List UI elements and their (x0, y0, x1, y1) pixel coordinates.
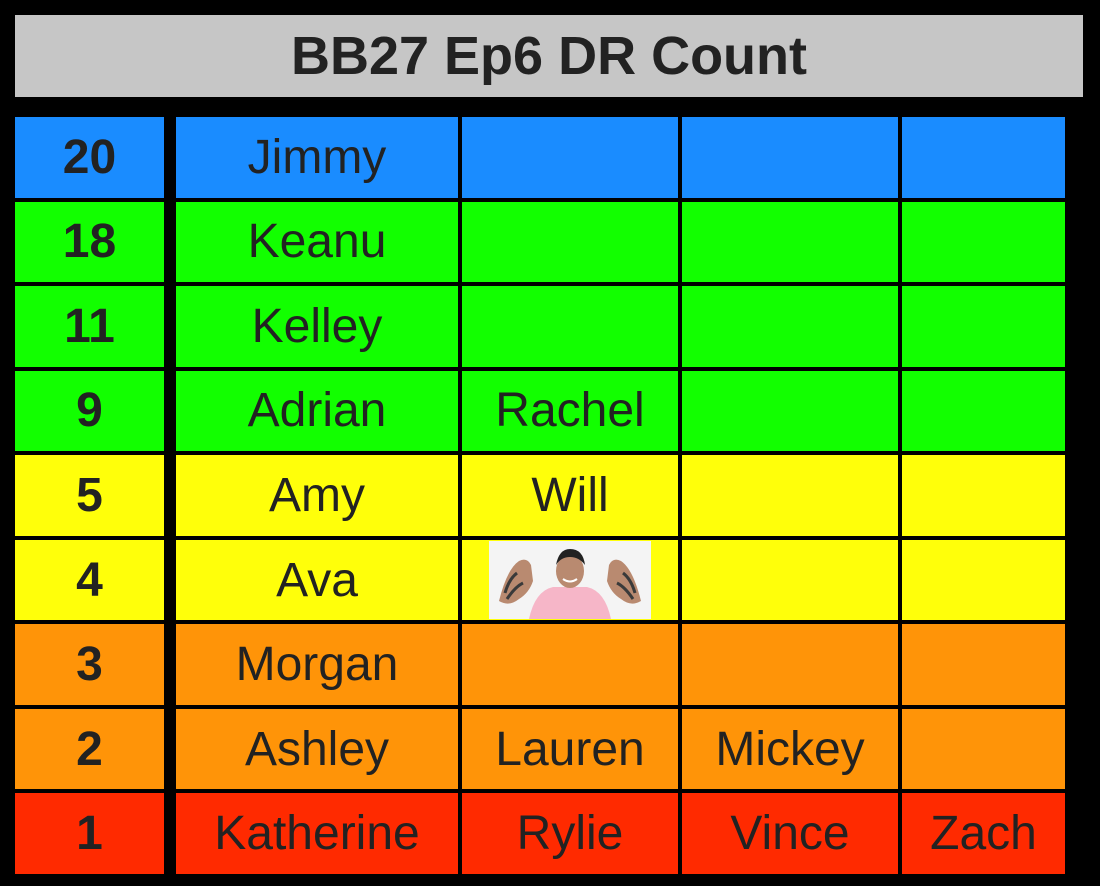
houseguest-name: Rylie (460, 793, 680, 874)
row-count: 11 (15, 286, 170, 367)
houseguest-name (460, 286, 680, 367)
houseguest-name (900, 624, 1065, 705)
houseguest-name (900, 117, 1065, 198)
houseguest-name: Vince (680, 793, 900, 874)
houseguest-name: Keanu (170, 201, 460, 283)
houseguest-photo (489, 541, 651, 620)
row-count: 20 (15, 117, 170, 198)
houseguest-name: Kelley (170, 286, 460, 367)
houseguest-name (460, 624, 680, 705)
houseguest-name: Ashley (170, 708, 460, 790)
houseguest-photo-cell (460, 539, 680, 621)
houseguest-name (900, 286, 1065, 367)
houseguest-name (680, 624, 900, 705)
houseguest-name (680, 201, 900, 283)
houseguest-name: Mickey (680, 708, 900, 790)
houseguest-name (900, 539, 1065, 621)
houseguest-name (460, 201, 680, 283)
houseguest-name: Amy (170, 455, 460, 536)
houseguest-name (900, 708, 1065, 790)
houseguest-name (900, 201, 1065, 283)
houseguest-name: Zach (900, 793, 1065, 874)
houseguest-name (680, 455, 900, 536)
houseguest-name: Katherine (170, 793, 460, 874)
houseguest-name (460, 117, 680, 198)
row-count: 1 (15, 793, 170, 874)
row-count: 4 (15, 539, 170, 621)
row-count: 9 (15, 370, 170, 452)
houseguest-name (900, 455, 1065, 536)
houseguest-name (680, 539, 900, 621)
page-title: BB27 Ep6 DR Count (15, 15, 1083, 97)
row-count: 18 (15, 201, 170, 283)
houseguest-name: Adrian (170, 370, 460, 452)
row-count: 2 (15, 708, 170, 790)
row-count: 5 (15, 455, 170, 536)
houseguest-name: Rachel (460, 370, 680, 452)
houseguest-name: Morgan (170, 624, 460, 705)
houseguest-name: Ava (170, 539, 460, 621)
houseguest-name: Lauren (460, 708, 680, 790)
houseguest-name: Will (460, 455, 680, 536)
houseguest-name (680, 286, 900, 367)
row-count: 3 (15, 624, 170, 705)
houseguest-name: Jimmy (170, 117, 460, 198)
dr-count-table: 20 Jimmy 18 Keanu 11 Kelley 9 Adrian Rac… (15, 117, 1085, 874)
houseguest-name (900, 370, 1065, 452)
houseguest-name (680, 370, 900, 452)
houseguest-name (680, 117, 900, 198)
